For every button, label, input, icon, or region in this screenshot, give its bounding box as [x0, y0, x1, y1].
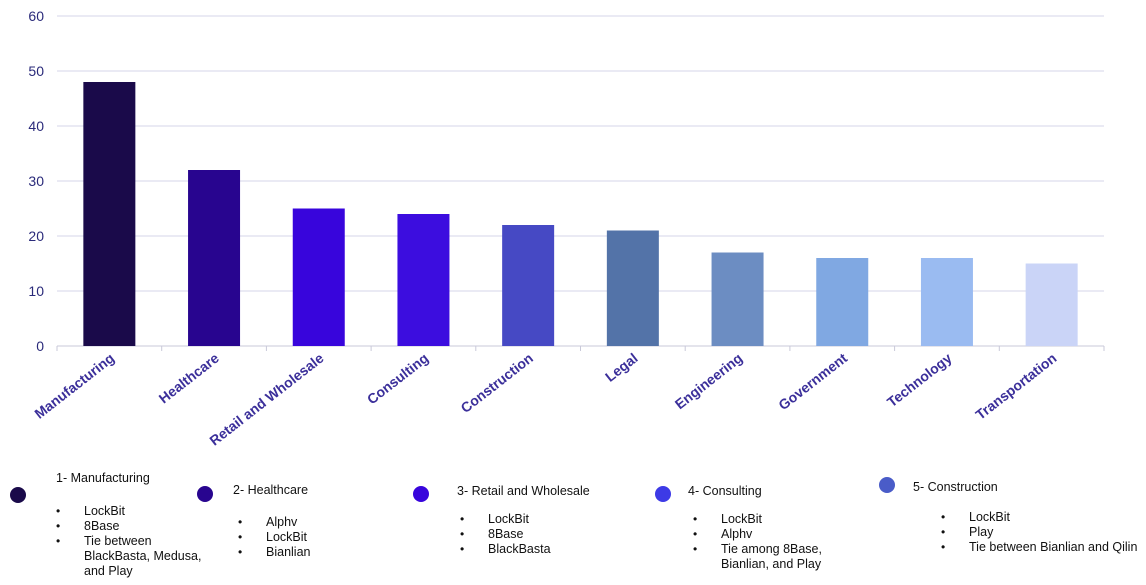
legend-entry: 8Base [56, 519, 216, 534]
bar-technology [920, 258, 973, 346]
legend-dot-3 [413, 486, 429, 502]
legend-entry: LockBit [56, 504, 216, 519]
legend-entry: Tie among 8Base, Bianlian, and Play [693, 542, 873, 572]
legend-entry: LockBit [693, 512, 873, 527]
bar-transportation [1025, 263, 1078, 346]
bar-consulting [397, 214, 450, 346]
legend-title-4: 4- Consulting [688, 484, 762, 498]
legend-entry: Bianlian [238, 545, 388, 560]
legend-title-2: 2- Healthcare [233, 483, 309, 497]
legend-entry: LockBit [238, 530, 388, 545]
y-tick-label: 0 [36, 338, 44, 354]
legend-title-5: 5- Construction [913, 480, 998, 494]
y-tick-label: 40 [28, 118, 44, 134]
bars [83, 82, 1078, 346]
legend-list-2: Alphv LockBit Bianlian [238, 515, 388, 560]
x-tick-label: Legal [602, 350, 641, 385]
x-tick-label: Transportation [972, 350, 1059, 423]
legend-dot-2 [197, 486, 213, 502]
y-tick-label: 20 [28, 228, 44, 244]
y-axis-ticks: 0 10 20 30 40 50 60 [28, 8, 44, 354]
x-tick-label: Engineering [672, 350, 746, 412]
x-tick-label: Construction [458, 350, 536, 416]
bar-government [816, 258, 869, 346]
x-tick-label: Government [775, 350, 850, 414]
legend-entry: Alphv [238, 515, 388, 530]
bar-chart: 0 10 20 30 40 50 60 Manufacturing HealthcareRet… [28, 8, 1105, 449]
y-tick-label: 10 [28, 283, 44, 299]
legend-entry: Play [941, 525, 1141, 540]
legend-dot-5 [879, 477, 895, 493]
legend-title-1: 1- Manufacturing [56, 471, 150, 485]
legend-entry: BlackBasta [460, 542, 630, 557]
legend-entry: Alphv [693, 527, 873, 542]
y-tick-label: 30 [28, 173, 44, 189]
legend-list-3: LockBit 8Base BlackBasta [460, 512, 630, 557]
x-tick-label: Technology [884, 350, 955, 410]
legend-entry: LockBit [460, 512, 630, 527]
legend-title-3: 3- Retail and Wholesale [457, 484, 590, 498]
bar-retail-and-wholesale [292, 208, 345, 346]
legend-dot-1 [10, 487, 26, 503]
bar-engineering [711, 252, 764, 346]
x-tick-label: Healthcare [156, 350, 222, 407]
x-tick-label: Manufacturing [31, 350, 117, 422]
y-tick-label: 60 [28, 8, 44, 24]
legend-dot-4 [655, 486, 671, 502]
legend-list-5: LockBit Play Tie between Bianlian and Qi… [941, 510, 1141, 555]
legend-entry: LockBit [941, 510, 1141, 525]
legend-entry: 8Base [460, 527, 630, 542]
bar-construction [502, 225, 555, 346]
legend-entry: Tie between Bianlian and Qilin [941, 540, 1141, 555]
legend-list-4: LockBit Alphv Tie among 8Base, Bianlian,… [693, 512, 873, 572]
bar-healthcare [188, 170, 241, 346]
bar-manufacturing [83, 82, 136, 346]
bar-legal [606, 230, 659, 346]
x-tick-label: Retail and Wholesale [206, 350, 326, 449]
y-tick-label: 50 [28, 63, 44, 79]
x-tick-label: Consulting [364, 350, 431, 408]
legend-list-1: LockBit 8Base Tie between BlackBasta, Me… [56, 504, 216, 579]
legend-entry: Tie between BlackBasta, Medusa, and Play [56, 534, 216, 579]
